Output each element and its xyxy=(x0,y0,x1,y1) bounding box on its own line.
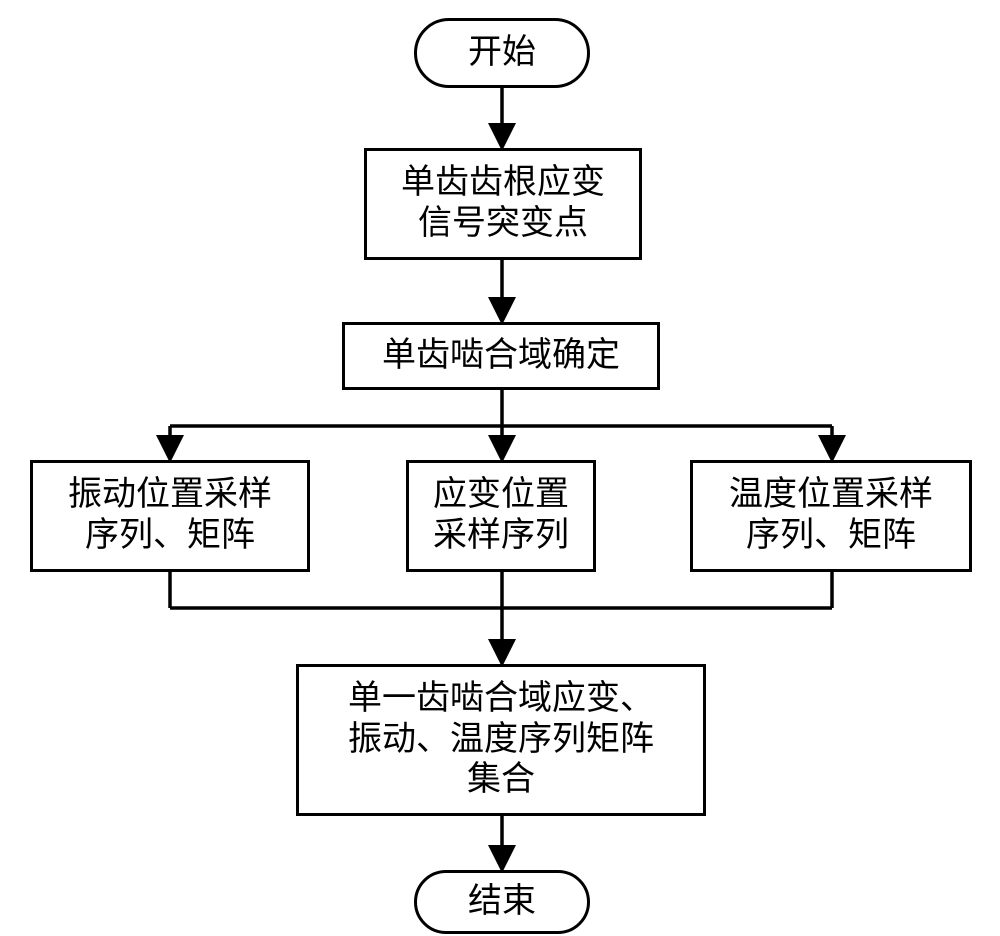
node-strain-seq: 应变位置 采样序列 xyxy=(406,460,596,572)
node-mesh-region-label: 单齿啮合域确定 xyxy=(382,336,620,377)
node-vibration: 振动位置采样 序列、矩阵 xyxy=(30,460,310,572)
end-node: 结束 xyxy=(414,870,590,934)
start-node: 开始 xyxy=(414,18,590,88)
node-vibration-label: 振动位置采样 序列、矩阵 xyxy=(68,475,272,557)
node-strain-seq-label: 应变位置 采样序列 xyxy=(433,475,569,557)
node-matrix-set-label: 单一齿啮合域应变、 振动、温度序列矩阵 集合 xyxy=(348,679,654,801)
flowchart-canvas: 开始 单齿齿根应变 信号突变点 单齿啮合域确定 振动位置采样 序列、矩阵 应变位… xyxy=(0,0,1000,936)
node-matrix-set: 单一齿啮合域应变、 振动、温度序列矩阵 集合 xyxy=(296,664,706,816)
node-mesh-region: 单齿啮合域确定 xyxy=(342,322,660,390)
start-label: 开始 xyxy=(468,33,536,74)
end-label: 结束 xyxy=(468,882,536,923)
node-strain-signal-label: 单齿齿根应变 信号突变点 xyxy=(401,163,605,245)
node-temperature-label: 温度位置采样 序列、矩阵 xyxy=(729,475,933,557)
node-strain-signal: 单齿齿根应变 信号突变点 xyxy=(364,148,642,260)
node-temperature: 温度位置采样 序列、矩阵 xyxy=(690,460,972,572)
